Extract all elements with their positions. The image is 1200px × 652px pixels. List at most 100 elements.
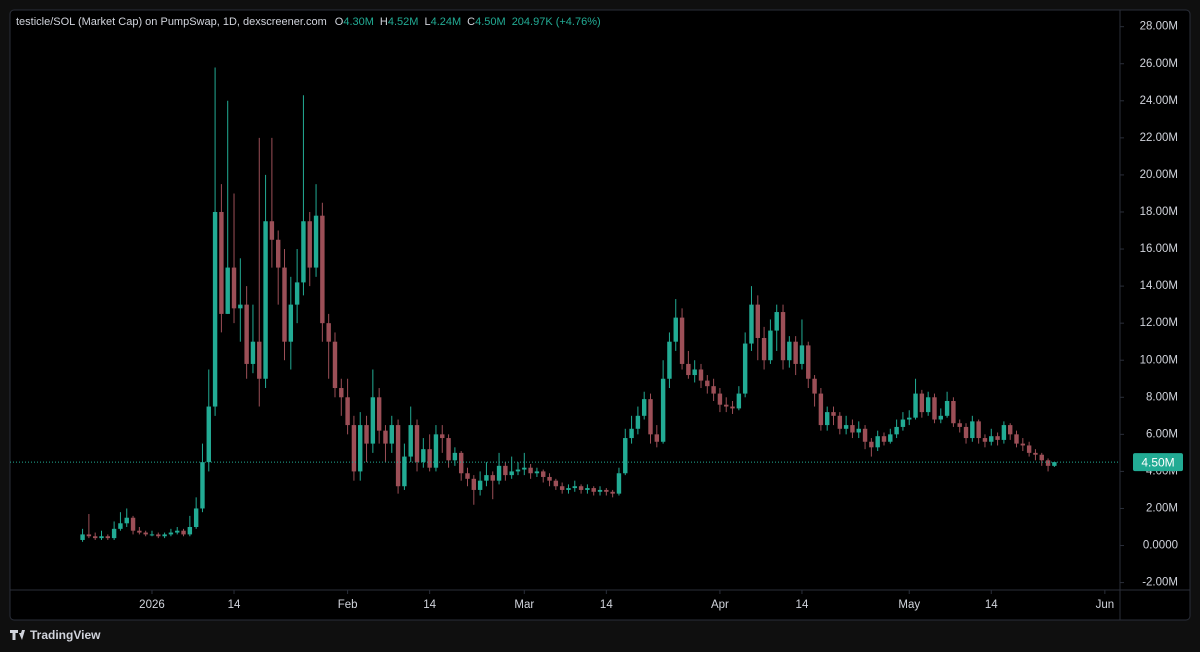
candle-body [944, 400, 950, 416]
candle-body [118, 523, 123, 529]
x-tick-label: Jun [1096, 599, 1115, 611]
y-tick-label: 6.00M [1146, 428, 1178, 440]
candle-body [86, 534, 92, 537]
y-tick-label: -2.00M [1142, 577, 1178, 589]
candle-body [351, 425, 357, 472]
candle-body [881, 436, 887, 442]
candle-body [553, 480, 559, 487]
candle-body [1020, 443, 1026, 446]
candle-body [212, 211, 218, 407]
candle-body [124, 517, 129, 524]
x-tick-label: 14 [796, 599, 809, 611]
candle-body [566, 488, 571, 490]
candle-body [137, 530, 142, 533]
x-tick-label: Mar [514, 599, 534, 611]
ohlc-key: C [467, 16, 475, 28]
candle-body [888, 434, 893, 442]
candle-body [257, 341, 262, 379]
candle-body [162, 534, 167, 537]
candle-body [907, 417, 912, 420]
candle-body [793, 341, 798, 364]
candle-body [875, 436, 880, 448]
candle-body [541, 471, 546, 477]
candle-body [736, 393, 742, 409]
candle-body [238, 304, 243, 309]
candle-body [938, 415, 943, 420]
candle-body [458, 452, 464, 474]
candle-body [547, 476, 552, 481]
candle-body [465, 473, 470, 479]
candle-body [395, 425, 401, 487]
candle-body [269, 221, 275, 240]
candle-body [761, 337, 767, 361]
y-tick-label: 2.00M [1146, 502, 1178, 514]
y-tick-label: 24.00M [1140, 95, 1178, 107]
candle-body [99, 536, 104, 539]
chart-frame [9, 9, 1191, 621]
candle-body [660, 378, 666, 442]
candle-body [673, 317, 678, 342]
candle-body [250, 341, 256, 364]
candle-body [168, 532, 174, 535]
candle-body [755, 304, 760, 338]
candle-body [522, 467, 527, 470]
x-tick-label: Apr [711, 599, 729, 611]
candle-body [730, 406, 735, 409]
candle-body [484, 475, 489, 481]
candle-body [402, 456, 407, 487]
candle-body [490, 475, 495, 481]
x-tick-label: Feb [338, 599, 358, 611]
candle-body [244, 304, 249, 364]
watermark: TradingView [30, 628, 101, 642]
candle-body [1026, 445, 1032, 453]
candle-body [711, 386, 716, 394]
candle-body [80, 534, 85, 540]
candle-body [332, 341, 338, 389]
candle-body [414, 425, 420, 463]
candle-body [818, 393, 824, 426]
y-tick-label: 8.00M [1146, 391, 1178, 403]
x-tick-label: 14 [423, 599, 436, 611]
candle-body [175, 530, 180, 533]
candle-body [610, 491, 615, 494]
legend-text: testicle/SOL (Market Cap) on PumpSwap, 1… [16, 16, 601, 28]
candle-body [92, 536, 98, 539]
ohlc-value: 4.52M [388, 16, 419, 28]
candle-body [206, 406, 211, 463]
y-tick-label: 28.00M [1140, 21, 1178, 33]
candle-body [806, 345, 811, 379]
candle-body [648, 399, 653, 435]
candle-body [824, 412, 830, 426]
candle-body [200, 462, 205, 509]
x-tick-label: May [898, 599, 920, 611]
candle-body [856, 428, 861, 433]
candle-body [301, 221, 306, 283]
candle-body [591, 488, 596, 492]
candle-body [383, 430, 388, 444]
candle-body [963, 426, 969, 439]
candle-body [187, 526, 193, 535]
candle-body [989, 436, 994, 442]
candle-body [1014, 434, 1019, 444]
candle-body [364, 425, 369, 444]
candle-body [572, 486, 577, 489]
ohlc-key: O [335, 16, 344, 28]
y-tick-label: 16.00M [1140, 243, 1178, 255]
candle-body [307, 221, 312, 268]
candle-body [433, 434, 439, 468]
candle-body [742, 343, 748, 394]
candle-body [894, 426, 899, 435]
candle-body [799, 345, 805, 364]
candle-body [995, 436, 1000, 440]
candle-body [698, 369, 704, 381]
ohlc-value: 4.50M [475, 16, 506, 28]
candle-body [717, 393, 723, 405]
candle-body [534, 471, 540, 474]
candle-body [780, 312, 786, 361]
candle-body [787, 341, 792, 361]
x-tick-label: 2026 [139, 599, 165, 611]
candle-body [812, 378, 817, 394]
candle-body [427, 449, 432, 468]
candle-body [869, 441, 874, 448]
y-tick-label: 26.00M [1140, 58, 1178, 70]
